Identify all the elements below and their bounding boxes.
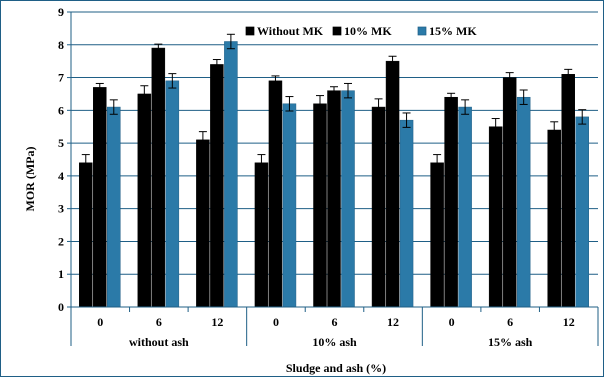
bar-3 bbox=[165, 80, 180, 308]
legend-swatch bbox=[417, 26, 427, 36]
bar-2 bbox=[151, 47, 166, 308]
error-bar bbox=[447, 92, 456, 102]
y-axis-label: MOR (MPa) bbox=[23, 147, 37, 212]
bar-1 bbox=[313, 103, 327, 308]
legend-swatch bbox=[245, 26, 255, 36]
error-bar bbox=[226, 33, 235, 50]
error-bar bbox=[519, 89, 528, 105]
x-tick-label: 0 bbox=[97, 315, 103, 329]
legend-label: 10% MK bbox=[344, 24, 392, 38]
bar-2 bbox=[561, 74, 575, 308]
bar-1 bbox=[79, 162, 93, 308]
bar-2 bbox=[385, 60, 400, 308]
legend-label: 15% MK bbox=[429, 24, 477, 38]
bar-2 bbox=[502, 77, 517, 308]
bar-2 bbox=[444, 96, 458, 308]
y-tick-label: 7 bbox=[58, 71, 64, 85]
bar-2 bbox=[327, 90, 341, 308]
error-bar bbox=[257, 154, 266, 172]
bar-1 bbox=[371, 106, 386, 308]
x-tick-label: 0 bbox=[273, 315, 279, 329]
bar-3 bbox=[107, 106, 121, 308]
error-bar bbox=[198, 131, 207, 149]
error-bar bbox=[491, 118, 500, 136]
error-bar bbox=[212, 59, 221, 70]
bar-1 bbox=[254, 162, 269, 308]
bar-1 bbox=[196, 139, 210, 308]
error-bar bbox=[344, 82, 352, 99]
error-bar bbox=[140, 85, 149, 103]
x-tick-label: 12 bbox=[387, 315, 399, 329]
x-tick-label: 0 bbox=[449, 315, 455, 329]
bar-1 bbox=[137, 93, 152, 308]
error-bar bbox=[330, 86, 338, 96]
legend-swatch bbox=[332, 26, 342, 36]
y-tick-label: 4 bbox=[58, 169, 64, 183]
bar-1 bbox=[430, 162, 444, 308]
y-tick-label: 2 bbox=[58, 234, 64, 248]
x-tick-label: 6 bbox=[156, 315, 162, 329]
y-tick-label: 8 bbox=[58, 38, 64, 52]
error-bar bbox=[168, 73, 177, 89]
x-tick-label: 6 bbox=[332, 315, 338, 329]
legend-label: Without MK bbox=[257, 24, 324, 38]
error-bar bbox=[578, 109, 587, 125]
error-bar bbox=[374, 98, 383, 116]
bar-3 bbox=[399, 119, 414, 308]
bar-3 bbox=[458, 106, 472, 308]
x-tick-label: 12 bbox=[211, 315, 223, 329]
y-tick-label: 0 bbox=[58, 300, 64, 314]
error-bar bbox=[285, 96, 294, 112]
group-label: 10% ash bbox=[312, 335, 357, 349]
bar-3 bbox=[341, 90, 355, 308]
legend-item: Without MK bbox=[245, 24, 324, 38]
error-bar bbox=[271, 75, 280, 87]
error-bar bbox=[109, 99, 118, 115]
error-bar bbox=[564, 68, 573, 80]
y-tick-label: 1 bbox=[58, 267, 64, 281]
bar-2 bbox=[210, 64, 224, 308]
y-tick-label: 6 bbox=[58, 103, 64, 117]
bar-1 bbox=[547, 129, 561, 308]
error-bar bbox=[316, 95, 324, 113]
y-tick-label: 5 bbox=[58, 136, 64, 150]
error-bar bbox=[433, 154, 442, 172]
error-bar bbox=[505, 72, 514, 83]
bars bbox=[79, 33, 589, 308]
group-label: 15% ash bbox=[488, 335, 533, 349]
bar-3 bbox=[224, 41, 238, 308]
x-axis: 0 6 12 0 6 12 0 6 12 without ash 10% ash 15% ash bbox=[70, 306, 599, 349]
x-axis-label: Sludge and ash (%) bbox=[286, 361, 386, 375]
x-tick-label: 12 bbox=[563, 315, 575, 329]
error-bar bbox=[550, 121, 559, 139]
group-label: without ash bbox=[129, 335, 189, 349]
error-bar bbox=[461, 99, 470, 115]
bar-3 bbox=[282, 103, 297, 308]
bar-2 bbox=[93, 87, 107, 308]
y-axis: 0 1 2 3 4 5 6 7 8 9 bbox=[58, 5, 72, 314]
bar-2 bbox=[268, 80, 283, 308]
x-tick-label: 6 bbox=[507, 315, 513, 329]
legend-item: 10% MK bbox=[332, 24, 392, 38]
legend-item: 15% MK bbox=[417, 24, 477, 38]
error-bar bbox=[154, 43, 163, 53]
bar-3 bbox=[516, 96, 531, 308]
y-tick-label: 3 bbox=[58, 202, 64, 216]
error-bar bbox=[402, 112, 411, 128]
bar-3 bbox=[575, 116, 589, 308]
error-bar bbox=[95, 82, 104, 92]
error-bar bbox=[388, 55, 397, 67]
error-bar bbox=[81, 154, 90, 172]
y-tick-label: 9 bbox=[58, 5, 64, 19]
legend: Without MK 10% MK 15% MK bbox=[245, 24, 477, 38]
bar-1 bbox=[488, 126, 503, 308]
